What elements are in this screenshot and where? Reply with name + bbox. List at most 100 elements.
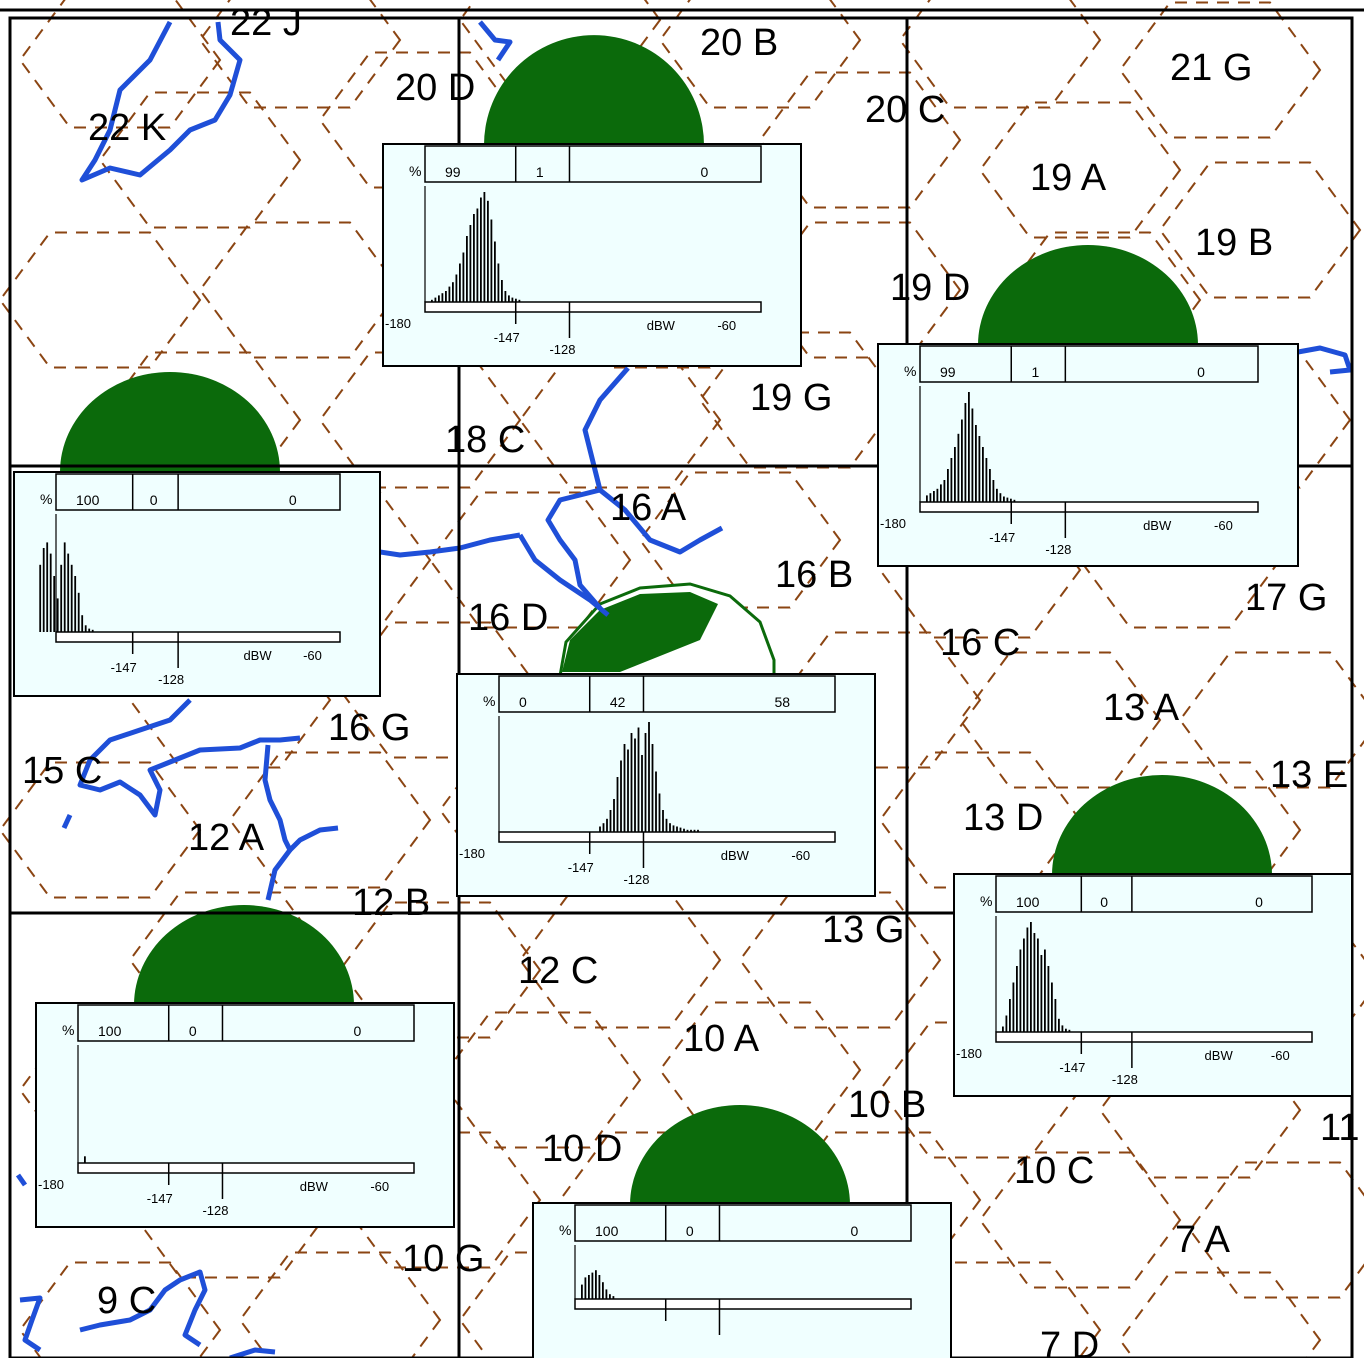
histogram-axis bbox=[424, 301, 762, 313]
tick-label-b: -128 bbox=[202, 1203, 228, 1218]
histogram-bar bbox=[648, 722, 650, 832]
histogram-bar bbox=[999, 493, 1002, 502]
histogram-bar bbox=[438, 295, 440, 302]
histogram-bar bbox=[515, 298, 517, 302]
histogram-bar bbox=[943, 480, 946, 502]
percentage-bar bbox=[55, 473, 341, 511]
percent-sign: % bbox=[40, 491, 52, 507]
histogram-bar bbox=[672, 825, 675, 832]
histogram-bar bbox=[1012, 982, 1015, 1032]
hex-cell bbox=[338, 901, 542, 1039]
histogram-bar bbox=[602, 1282, 604, 1299]
tick-label-a: -147 bbox=[494, 330, 520, 345]
histogram-bar bbox=[1047, 966, 1050, 1032]
histogram-bar bbox=[1037, 938, 1039, 1032]
percentage-bar bbox=[995, 875, 1313, 913]
cell-labels: 22 J 20 D 20 B 21 G 22 K 20 C 19 A 19 B 19 D 19 G… bbox=[22, 2, 1359, 1358]
histogram-bar bbox=[448, 286, 451, 302]
tick-label-unit: dBW bbox=[721, 848, 750, 863]
histogram-bar bbox=[595, 1270, 597, 1299]
hex-cell bbox=[1118, 1, 1322, 139]
histogram-bar bbox=[975, 425, 977, 502]
tick-label-right: -60 bbox=[370, 1179, 389, 1194]
histogram-bar bbox=[971, 408, 974, 502]
histogram-axis bbox=[55, 631, 341, 643]
cell-label: 19 B bbox=[1195, 222, 1273, 264]
hex-cell bbox=[1118, 1271, 1322, 1358]
cell-label: 16 C bbox=[940, 622, 1020, 664]
hex-cell bbox=[898, 0, 1102, 109]
cell-label: 16 D bbox=[468, 597, 548, 639]
histogram-bar bbox=[936, 488, 939, 502]
percent-value: 1 bbox=[536, 164, 544, 180]
histogram-bar bbox=[74, 576, 77, 632]
histogram-bar bbox=[452, 282, 454, 302]
histogram-bar bbox=[1033, 933, 1036, 1032]
tick-label-right: -60 bbox=[1271, 1048, 1290, 1063]
hex-cell bbox=[1158, 161, 1362, 299]
histogram-bar bbox=[665, 818, 668, 832]
histogram-bar bbox=[1016, 966, 1018, 1032]
cell-label: 19 G bbox=[750, 377, 832, 419]
histogram-bar bbox=[434, 297, 437, 302]
histogram-bar bbox=[60, 564, 63, 632]
percent-sign: % bbox=[409, 163, 421, 179]
histogram-bar bbox=[469, 225, 472, 302]
stat-panel-frame bbox=[382, 143, 802, 367]
histogram-bar bbox=[431, 299, 433, 302]
percent-value: 0 bbox=[189, 1023, 197, 1039]
stat-panel: % 99 1 0 -180 -147 -128 dBW -60 bbox=[877, 343, 1299, 567]
histogram-axis bbox=[77, 1162, 415, 1174]
histogram-bar bbox=[487, 200, 489, 302]
hex-cell bbox=[238, 1251, 442, 1358]
cell-label: 16 B bbox=[775, 554, 853, 596]
histogram-bar bbox=[964, 403, 967, 502]
tick-label-right: -60 bbox=[791, 848, 810, 863]
histogram-bar bbox=[693, 829, 696, 832]
cell-label: 10 G bbox=[402, 1238, 484, 1280]
stat-panel: % 99 1 0 -180 -147 -128 dBW -60 bbox=[382, 143, 802, 367]
tick-label-right: -60 bbox=[303, 648, 322, 663]
histogram-bar bbox=[1044, 949, 1046, 1032]
percentage-bar bbox=[574, 1204, 912, 1242]
histogram-bar bbox=[77, 592, 80, 632]
cell-label: 10 D bbox=[542, 1128, 622, 1170]
stat-panels: % 99 1 0 -180 -147 -128 dBW -60% 99 1 0 -180 -147 -128… bbox=[13, 143, 1353, 1358]
hex-cell bbox=[98, 91, 302, 229]
hex-cell bbox=[758, 71, 962, 209]
histogram-bar bbox=[609, 1294, 611, 1299]
histogram-bar bbox=[669, 823, 671, 832]
cell-label: 22 K bbox=[88, 107, 166, 149]
histogram-bar bbox=[613, 799, 615, 832]
percent-value: 0 bbox=[701, 164, 709, 180]
histogram-bar bbox=[612, 1296, 615, 1299]
percent-value: 58 bbox=[775, 694, 791, 710]
percent-sign: % bbox=[62, 1022, 74, 1038]
stat-panel-frame bbox=[877, 343, 1299, 567]
histogram-bar bbox=[441, 293, 444, 302]
tick-label-left: -180 bbox=[459, 846, 485, 861]
cell-label: 21 G bbox=[1170, 47, 1252, 89]
cell-label: 15 C bbox=[22, 750, 102, 792]
tick-label-a: -147 bbox=[111, 660, 137, 675]
hex-cell bbox=[228, 751, 432, 889]
cell-label: 16 A bbox=[610, 487, 687, 529]
histogram-bar bbox=[504, 291, 507, 302]
histogram-bar bbox=[511, 297, 514, 302]
histogram-bar bbox=[989, 469, 991, 502]
hex-cell bbox=[1178, 651, 1364, 789]
stat-panel: % 0 42 58 -180 -147 -128 dBW -60 bbox=[456, 673, 876, 897]
tick-label-unit: dBW bbox=[1205, 1048, 1234, 1063]
histogram-bar bbox=[616, 777, 619, 832]
hex-cell bbox=[738, 891, 942, 1029]
histogram-bar bbox=[697, 829, 699, 832]
histogram-bar bbox=[1051, 982, 1053, 1032]
histogram-axis bbox=[995, 1031, 1313, 1043]
cell-label: 10 C bbox=[1014, 1150, 1094, 1192]
histogram-bar bbox=[39, 564, 42, 632]
percent-sign: % bbox=[904, 363, 916, 379]
cell-label: 19 D bbox=[890, 267, 970, 309]
histogram-bar bbox=[483, 192, 486, 302]
histogram-bar bbox=[606, 818, 608, 832]
percent-value: 100 bbox=[1016, 894, 1040, 910]
